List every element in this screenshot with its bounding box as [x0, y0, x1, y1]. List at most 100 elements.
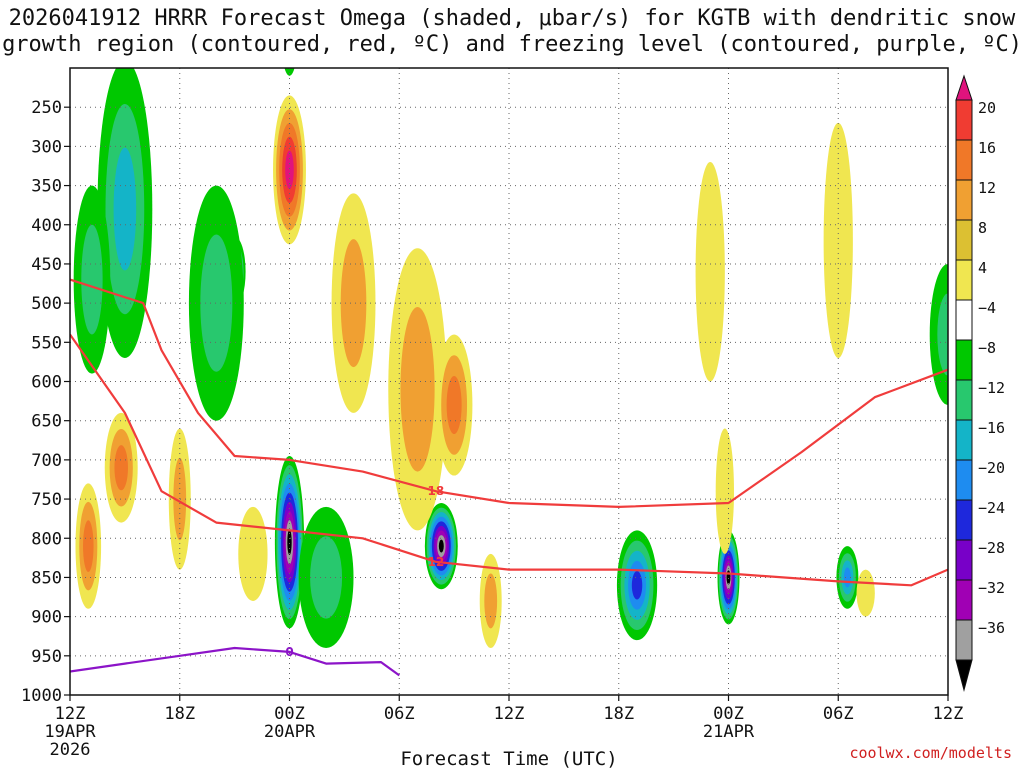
omega-band	[937, 293, 948, 376]
y-tick-label: 250	[31, 98, 62, 118]
omega-blob	[75, 483, 102, 609]
omega-band	[287, 529, 292, 556]
omega-blob	[823, 122, 853, 358]
omega-band	[114, 445, 128, 491]
y-tick-label: 1000	[21, 686, 62, 706]
colorbar-swatch	[955, 179, 973, 221]
x-tick-label: 12Z	[55, 704, 86, 724]
colorbar-label: −8	[978, 339, 996, 357]
omega-band	[284, 68, 295, 76]
colorbar-label: −24	[978, 499, 1005, 517]
omega-blob	[73, 185, 111, 374]
omega-band	[285, 150, 294, 190]
colorbar-swatch	[955, 459, 973, 501]
colorbar-label: −20	[978, 459, 1005, 477]
colorbar-swatch	[955, 619, 973, 661]
x-tick-label: 12Z	[494, 704, 525, 724]
y-tick-label: 400	[31, 216, 62, 236]
dgz-contour-label: 18	[427, 484, 444, 498]
colorbar-label: −4	[978, 299, 996, 317]
colorbar: 20 16 12 8 4 −4 −8 −12 −16 −20 −24 −28 −32 −36	[955, 74, 1005, 692]
contour-lines: 18 12 0	[70, 278, 948, 677]
y-axis: 250 300 350 400 450 500 550 600 650 700 750 800 850 9…	[21, 98, 70, 706]
x-tick-label: 00Z	[274, 704, 305, 724]
omega-blob	[836, 546, 859, 609]
colorbar-label: −32	[978, 579, 1005, 597]
y-tick-label: 500	[31, 294, 62, 314]
omega-blob	[188, 185, 244, 421]
omega-band	[715, 428, 734, 554]
x-tick-date-label: 19APR	[44, 722, 96, 742]
omega-blob	[435, 334, 473, 476]
omega-blob	[298, 506, 354, 648]
omega-blob	[856, 569, 875, 617]
colorbar-swatch	[955, 299, 973, 341]
omega-blob	[274, 455, 305, 629]
omega-blob	[331, 193, 376, 413]
colorbar-label: −28	[978, 539, 1005, 557]
colorbar-label: −36	[978, 619, 1005, 637]
x-tick-label: 06Z	[384, 704, 415, 724]
source-credit: coolwx.com/modelts	[849, 744, 1012, 762]
omega-band	[238, 506, 268, 601]
y-tick-label: 850	[31, 568, 62, 588]
omega-band	[843, 567, 851, 588]
omega-blob	[695, 162, 725, 382]
x-tick-year-label: 2026	[50, 740, 91, 760]
omega-blob	[168, 428, 191, 570]
omega-blob	[424, 502, 458, 590]
x-tick-label: 12Z	[933, 704, 964, 724]
omega-blob	[273, 95, 306, 245]
omega-band	[823, 122, 853, 358]
y-tick-label: 600	[31, 373, 62, 393]
y-tick-label: 800	[31, 529, 62, 549]
freezing-level-contour-label: 0	[285, 645, 293, 659]
colorbar-swatch	[955, 339, 973, 381]
x-tick-label: 00Z	[713, 704, 744, 724]
dgz-contour-label: 12	[427, 555, 444, 569]
omega-blob	[616, 530, 658, 641]
x-tick-date-label: 21APR	[703, 722, 755, 742]
colorbar-label: 16	[978, 139, 996, 157]
omega-band	[400, 307, 435, 472]
colorbar-swatch	[955, 379, 973, 421]
omega-blob	[104, 412, 138, 523]
omega-band	[83, 520, 94, 572]
omega-band	[310, 536, 343, 619]
omega-band	[340, 239, 367, 368]
omega-band	[286, 9, 294, 48]
omega-blob	[388, 248, 447, 531]
chart-title: 2026041912 HRRR Forecast Omega (shaded, …	[2, 6, 1022, 57]
omega-field	[73, 0, 948, 648]
omega-band	[484, 573, 498, 629]
y-tick-label: 900	[31, 608, 62, 628]
omega-band	[695, 162, 725, 382]
colorbar-label: −12	[978, 379, 1005, 397]
x-tick-label: 06Z	[823, 704, 854, 724]
omega-blob	[283, 0, 296, 76]
omega-blob	[238, 506, 268, 601]
x-tick-label: 18Z	[164, 704, 195, 724]
x-tick-label: 18Z	[603, 704, 634, 724]
y-tick-label: 300	[31, 137, 62, 157]
colorbar-top-arrow	[955, 74, 973, 101]
omega-band	[446, 375, 462, 435]
omega-band	[173, 457, 187, 541]
colorbar-swatch	[955, 139, 973, 181]
colorbar-label: −16	[978, 419, 1005, 437]
colorbar-swatch	[955, 419, 973, 461]
omega-band	[283, 0, 296, 62]
colorbar-label: 12	[978, 179, 996, 197]
y-tick-label: 700	[31, 451, 62, 471]
colorbar-swatch	[955, 99, 973, 141]
colorbar-label: 4	[978, 259, 987, 277]
x-axis-label: Forecast Time (UTC)	[400, 748, 617, 768]
colorbar-bottom-arrow	[955, 659, 973, 692]
omega-band	[631, 571, 643, 600]
colorbar-swatch	[955, 499, 973, 541]
omega-blob	[929, 263, 948, 405]
colorbar-swatch	[955, 219, 973, 261]
colorbar-label: 20	[978, 99, 996, 117]
omega-band	[81, 224, 103, 335]
